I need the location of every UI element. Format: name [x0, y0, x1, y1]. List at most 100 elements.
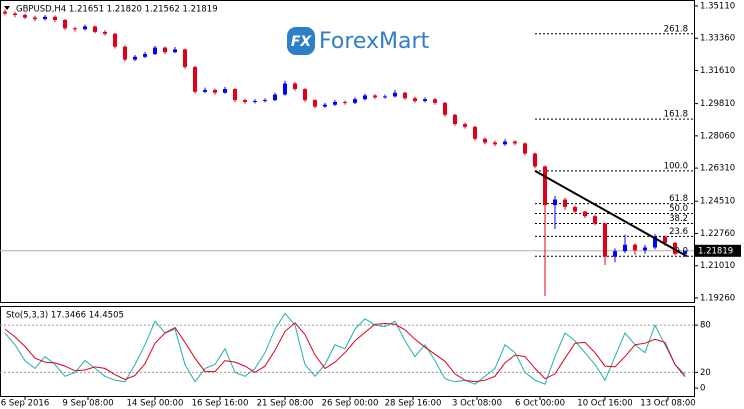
indicator-frame	[0, 306, 695, 397]
candle-body	[603, 223, 607, 257]
x-tick-label: 28 Sep 16:00	[385, 399, 442, 409]
candle-body	[673, 242, 677, 254]
x-tick-label: 3 Oct 08:00	[452, 399, 502, 409]
candle-body	[503, 141, 507, 145]
chart-title: GBPUSD,H4 1.21651 1.21820 1.21562 1.2181…	[16, 5, 218, 15]
y-tick-label: 1.22760	[700, 229, 735, 239]
y-tick-label: 1.29810	[700, 99, 735, 109]
candle-body	[573, 206, 577, 212]
candle-body	[363, 95, 367, 100]
candle-body	[563, 199, 567, 207]
last-price-label: 1.21819	[698, 246, 733, 256]
x-tick-label: 21 Sep 08:00	[257, 399, 314, 409]
candle-body	[203, 89, 207, 92]
candle-body	[263, 100, 267, 102]
candle-body	[373, 95, 377, 98]
candle-body	[313, 100, 317, 107]
candle-body	[653, 236, 657, 248]
fib-label: 100.0	[664, 161, 688, 171]
candle-body	[193, 66, 197, 92]
candle-body	[463, 124, 467, 127]
candle-body	[583, 211, 587, 217]
candle-body	[353, 99, 357, 103]
fib-label: 50.0	[669, 204, 688, 214]
fib-label: 23.6	[669, 227, 688, 237]
candle-body	[593, 216, 597, 224]
candle-body	[423, 99, 427, 102]
candle-body	[393, 92, 397, 97]
candle-body	[153, 47, 157, 55]
fib-label: 0.0	[674, 247, 688, 257]
candle-body	[513, 141, 517, 144]
logo: FX ForexMart	[287, 27, 430, 55]
logo-text: ForexMart	[319, 29, 430, 54]
logo-icon-text: FX	[291, 34, 313, 50]
candle-body	[443, 102, 447, 115]
last-price-box	[695, 244, 741, 257]
candle-body	[123, 46, 127, 60]
y-tick-label: 80	[700, 321, 711, 331]
y-tick-label: 1.31610	[700, 66, 735, 76]
candle-body	[73, 28, 77, 30]
candle-body	[553, 199, 557, 206]
trendline	[534, 169, 688, 258]
candle-body	[163, 47, 167, 53]
candle-body	[303, 89, 307, 101]
candle-body	[663, 236, 667, 243]
candle-body	[113, 33, 117, 47]
candle-body	[643, 247, 647, 251]
candle-body	[133, 56, 137, 60]
x-tick-label: 9 Sep 08:00	[62, 399, 113, 409]
candle-body	[433, 99, 437, 103]
candle-body	[33, 17, 37, 20]
y-tick-label: 1.33360	[700, 34, 735, 44]
candle-body	[53, 16, 57, 20]
candle-body	[483, 138, 487, 143]
y-tick-label: 1.24510	[700, 197, 735, 207]
y-tick-label: 1.21010	[700, 261, 735, 271]
candle-body	[683, 250, 687, 254]
x-tick-label: 6 Sep 2016	[1, 399, 49, 409]
x-tick-label: 13 Oct 08:00	[640, 399, 695, 409]
candle-body	[43, 16, 47, 20]
candle-body	[323, 104, 327, 107]
y-tick-label: 0	[700, 384, 705, 394]
fib-label: 38.2	[669, 214, 688, 224]
x-tick-label: 14 Sep 00:00	[127, 399, 184, 409]
candle-body	[383, 96, 387, 98]
logo-icon	[287, 27, 315, 55]
y-tick-label: 1.19260	[700, 293, 735, 303]
candle-body	[213, 89, 217, 93]
candle-body	[13, 13, 17, 15]
candle-body	[63, 19, 67, 29]
stochastic-line	[4, 322, 686, 383]
candle-body	[533, 153, 537, 167]
candle-body	[23, 15, 27, 18]
candle-body	[473, 126, 477, 139]
x-tick-label: 16 Sep 16:00	[192, 399, 249, 409]
candle-body	[183, 49, 187, 67]
candle-body	[413, 98, 417, 102]
main-frame	[0, 0, 695, 303]
y-tick-label: 1.26310	[700, 164, 735, 174]
candle-body	[173, 49, 177, 53]
menu-icon	[4, 6, 10, 10]
candle-body	[453, 114, 457, 125]
candle-body	[333, 101, 337, 105]
candle-body	[633, 244, 637, 251]
candle-body	[293, 83, 297, 90]
candle-body	[273, 94, 277, 101]
candle-body	[523, 143, 527, 154]
fib-label: 61.8	[669, 194, 688, 204]
candle-body	[233, 89, 237, 101]
candle-body	[403, 92, 407, 99]
candle-body	[83, 26, 87, 30]
candle-body	[253, 101, 257, 103]
candle-body	[93, 26, 97, 32]
y-tick-label: 20	[700, 368, 711, 378]
candle-body	[493, 142, 497, 145]
candle-body	[283, 83, 287, 95]
x-tick-label: 26 Sep 00:00	[322, 399, 379, 409]
